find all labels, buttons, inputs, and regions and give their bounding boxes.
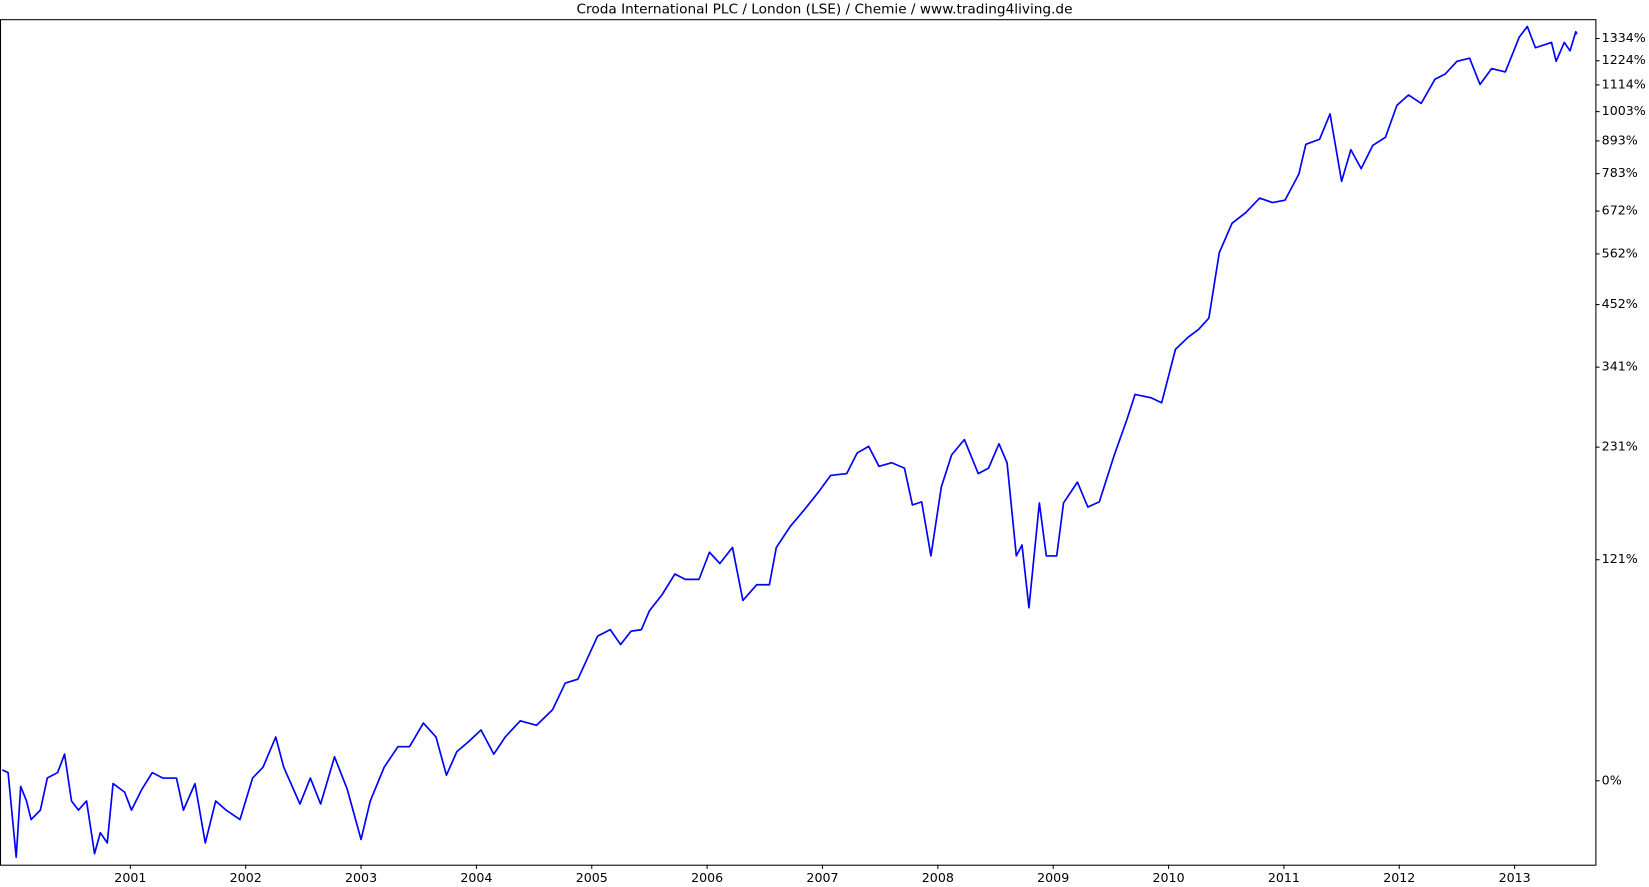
y-tick-label: 893% — [1602, 132, 1638, 147]
x-tick-label: 2010 — [1153, 870, 1185, 885]
y-tick-label: 1224% — [1602, 52, 1646, 67]
x-tick-label: 2009 — [1037, 870, 1069, 885]
price-line — [1, 25, 1578, 859]
y-tick-label: 672% — [1602, 203, 1638, 218]
x-tick-label: 2008 — [922, 870, 954, 885]
x-tick-label: 2013 — [1499, 870, 1531, 885]
y-tick-label: 1003% — [1602, 103, 1646, 118]
y-tick-label: 0% — [1602, 772, 1622, 787]
x-tick-label: 2006 — [691, 870, 723, 885]
x-tick-label: 2007 — [806, 870, 838, 885]
x-tick-label: 2004 — [460, 870, 492, 885]
x-tick-label: 2002 — [230, 870, 262, 885]
x-tick-label: 2001 — [114, 870, 146, 885]
y-tick-label: 1114% — [1602, 76, 1646, 91]
x-tick-label: 2012 — [1383, 870, 1415, 885]
y-tick-label: 783% — [1602, 165, 1638, 180]
y-tick-label: 121% — [1602, 551, 1638, 566]
x-tick-label: 2003 — [345, 870, 377, 885]
y-tick-label: 1334% — [1602, 30, 1646, 45]
y-tick-label: 231% — [1602, 439, 1638, 454]
y-tick-label: 341% — [1602, 359, 1638, 374]
chart-title: Croda International PLC / London (LSE) /… — [577, 2, 1073, 18]
y-tick-label: 562% — [1602, 245, 1638, 260]
plot-frame — [0, 19, 1597, 866]
y-tick-label: 452% — [1602, 296, 1638, 311]
x-tick-label: 2011 — [1268, 870, 1300, 885]
x-tick-label: 2005 — [576, 870, 608, 885]
